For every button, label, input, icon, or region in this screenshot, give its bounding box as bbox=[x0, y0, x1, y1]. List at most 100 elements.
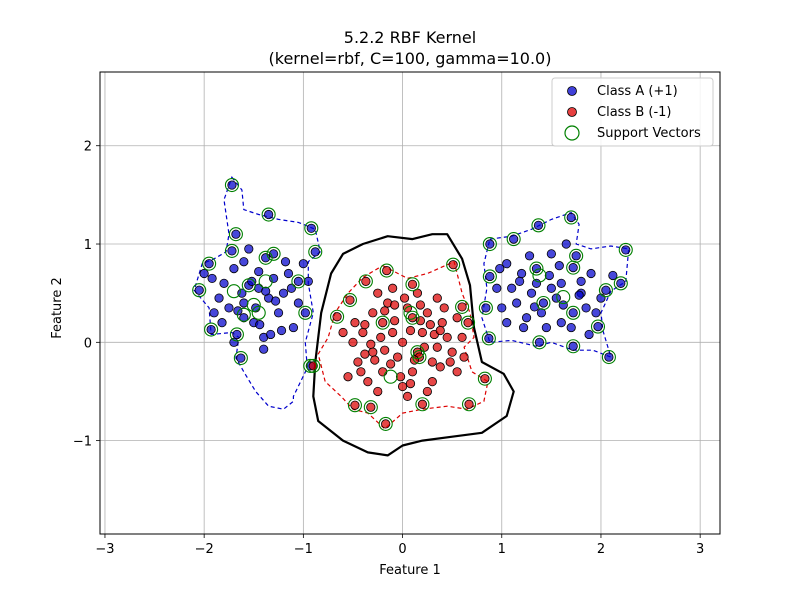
support-vector-marker bbox=[531, 218, 546, 233]
support-vector-marker bbox=[261, 207, 276, 222]
class-a-point bbox=[568, 341, 578, 351]
class-b-point bbox=[402, 303, 413, 313]
class-a-point bbox=[300, 308, 310, 318]
class-a-point bbox=[484, 333, 494, 343]
support-vector-marker bbox=[613, 276, 628, 291]
class-b-point bbox=[405, 379, 416, 389]
class-a-point bbox=[516, 268, 527, 279]
class-b-point bbox=[366, 402, 376, 412]
x-tick-label: 0 bbox=[398, 542, 406, 557]
class-b-point bbox=[376, 332, 386, 343]
support-vector-marker bbox=[566, 305, 581, 320]
support-vector-marker bbox=[601, 350, 616, 365]
support-vector-marker bbox=[482, 236, 497, 252]
chart-subtitle: (kernel=rbf, C=100, gamma=10.0) bbox=[269, 49, 552, 68]
class-b-point bbox=[439, 303, 449, 313]
support-vector-marker bbox=[482, 269, 497, 284]
class-b-point bbox=[390, 300, 400, 310]
class-a-point bbox=[278, 288, 289, 298]
class-b-point bbox=[399, 293, 410, 303]
class-a-point bbox=[224, 303, 234, 313]
support-vector-marker bbox=[375, 315, 390, 330]
class-a-point bbox=[199, 268, 209, 279]
legend-marker-class-a bbox=[567, 86, 577, 96]
support-vector-marker bbox=[481, 331, 496, 346]
class-b-point bbox=[435, 362, 445, 372]
class-b-point bbox=[405, 325, 416, 336]
class-a-point bbox=[502, 318, 512, 328]
class-b-point bbox=[370, 355, 380, 365]
y-axis-label: Feature 2 bbox=[50, 277, 65, 339]
class-b-point bbox=[452, 313, 462, 323]
support-vector-marker bbox=[258, 250, 273, 265]
class-b-point bbox=[380, 345, 390, 355]
support-vector-marker bbox=[291, 274, 306, 289]
class-a-point bbox=[512, 298, 522, 308]
y-tick-label: 2 bbox=[84, 140, 92, 155]
support-vector-marker bbox=[347, 398, 362, 413]
class-a-point bbox=[616, 278, 626, 288]
class-a-point bbox=[288, 322, 299, 333]
class-a-point bbox=[485, 271, 495, 282]
support-vector-marker bbox=[342, 293, 358, 308]
support-vector-marker bbox=[246, 297, 261, 313]
support-vector-marker bbox=[532, 268, 547, 283]
class-a-point bbox=[204, 259, 214, 269]
class-a-point bbox=[207, 273, 217, 284]
support-vector-marker bbox=[204, 322, 219, 337]
support-vector-marker bbox=[455, 299, 470, 314]
class-b-point bbox=[402, 391, 413, 401]
class-b-point bbox=[368, 308, 378, 318]
class-a-point bbox=[239, 313, 249, 323]
class-b-point bbox=[432, 293, 442, 303]
class-a-point bbox=[524, 251, 535, 261]
y-tick-label: 1 bbox=[84, 238, 92, 253]
class-a-point bbox=[266, 329, 276, 340]
support-vector-marker bbox=[378, 416, 393, 431]
class-a-point bbox=[227, 246, 237, 256]
class-b-point bbox=[395, 372, 406, 382]
class-b-point bbox=[308, 361, 318, 371]
class-b-point bbox=[435, 325, 445, 336]
class-a-point bbox=[209, 308, 219, 318]
class-a-point bbox=[521, 313, 532, 323]
class-b-point bbox=[457, 302, 467, 312]
class-a-point bbox=[495, 263, 505, 274]
support-vector-marker bbox=[566, 339, 581, 354]
class-b-point bbox=[388, 283, 398, 293]
class-b-point bbox=[415, 300, 426, 310]
class-a-point bbox=[593, 321, 603, 332]
class-a-point bbox=[219, 278, 229, 288]
class-b-point bbox=[368, 347, 378, 357]
class-b-point bbox=[353, 357, 363, 367]
support-vector-marker bbox=[236, 307, 251, 322]
support-vector-marker bbox=[506, 232, 521, 247]
support-vector-marker bbox=[412, 350, 427, 365]
class-a-point bbox=[568, 308, 578, 318]
class-b-point bbox=[381, 419, 391, 429]
class-b-point bbox=[350, 400, 360, 410]
class-a-point bbox=[303, 276, 313, 286]
class-b-point bbox=[442, 332, 452, 343]
class-b-point bbox=[457, 332, 467, 343]
x-tick-label: 2 bbox=[597, 542, 605, 557]
class-a-point bbox=[621, 245, 631, 255]
class-a-point bbox=[566, 322, 576, 333]
support-vector-marker bbox=[308, 244, 323, 259]
support-vector-marker bbox=[258, 274, 273, 289]
support-vector-marker bbox=[478, 300, 493, 315]
class-b-point bbox=[360, 349, 370, 359]
class-b-point bbox=[373, 386, 383, 397]
class-a-point bbox=[544, 270, 554, 281]
class-b-point bbox=[407, 367, 418, 377]
class-a-point bbox=[526, 288, 537, 298]
decision-boundary bbox=[312, 233, 515, 457]
support-vector-marker bbox=[298, 305, 313, 320]
legend-label-support-vectors: Support Vectors bbox=[597, 126, 701, 141]
legend-label-class-a: Class A (+1) bbox=[597, 84, 678, 99]
x-tick-label: −1 bbox=[294, 542, 313, 557]
class-a-point bbox=[576, 276, 586, 286]
class-a-point bbox=[481, 303, 491, 313]
x-axis-label: Feature 1 bbox=[379, 563, 441, 578]
